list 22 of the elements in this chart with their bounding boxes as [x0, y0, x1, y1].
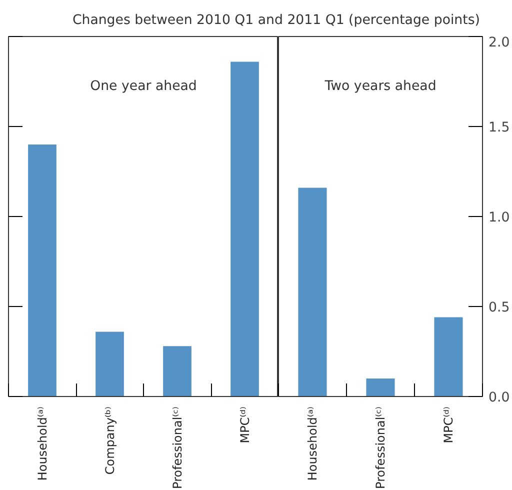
x-tick-label: Household⁽ᵃ⁾: [35, 406, 50, 481]
x-tick-label: Household⁽ᵃ⁾: [306, 406, 320, 481]
x-tick-label: MPC⁽ᵈ⁾: [442, 406, 456, 444]
bar: [366, 378, 395, 396]
x-tick-label: MPC⁽ᵈ⁾: [238, 406, 252, 444]
x-tick-label: Professional⁽ᶜ⁾: [170, 406, 184, 489]
x-tick-label: Company⁽ᵇ⁾: [102, 406, 117, 475]
chart-subtitle: Changes between 2010 Q1 and 2011 Q1 (percentage points): [72, 12, 480, 30]
bar: [230, 62, 259, 396]
x-tick-label: Professional⁽ᶜ⁾: [374, 406, 388, 489]
bar: [28, 144, 56, 396]
y-tick-label: 0.0: [488, 390, 510, 406]
y-tick-label: 0.5: [488, 300, 510, 316]
annotation: Two years ahead: [324, 79, 436, 94]
y-tick-label: 1.0: [488, 210, 510, 226]
bar: [298, 188, 327, 396]
bar: [434, 317, 463, 396]
bar: [96, 332, 124, 396]
y-tick-label: 1.5: [488, 120, 510, 136]
bar: [163, 346, 192, 396]
y-tick-label: 2.0: [488, 36, 510, 50]
annotation: One year ahead: [90, 79, 197, 94]
